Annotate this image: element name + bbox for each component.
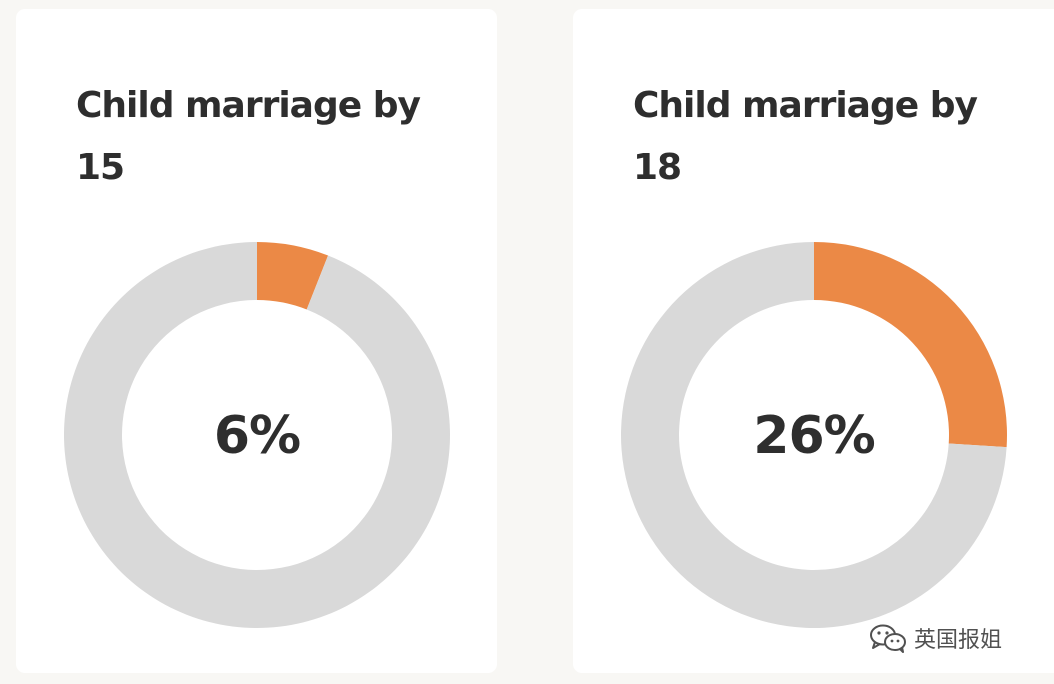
donut-center-label: 26% (753, 406, 874, 466)
wechat-icon (870, 624, 906, 653)
chart-card-by-18: Child marriage by 18 26% (573, 9, 1054, 673)
donut-slice-remainder (621, 242, 1007, 629)
chart-title: Child marriage by 18 (633, 85, 978, 188)
donut-slice-value (814, 242, 1007, 448)
donut-chart: 6% (63, 242, 450, 628)
donut-slice-remainder (63, 242, 450, 628)
watermark: 英国报姐 (868, 618, 1002, 658)
chart-title: Child marriage by 15 (76, 85, 421, 188)
donut-center-label: 6% (214, 406, 300, 466)
donut-chart: 26% (621, 242, 1007, 629)
donut-slices (63, 242, 450, 628)
donut-slices (621, 242, 1007, 629)
chart-card-by-15: Child marriage by 15 6% (16, 9, 497, 673)
watermark-text: 英国报姐 (914, 628, 1003, 653)
donut-slice-value (257, 242, 329, 310)
